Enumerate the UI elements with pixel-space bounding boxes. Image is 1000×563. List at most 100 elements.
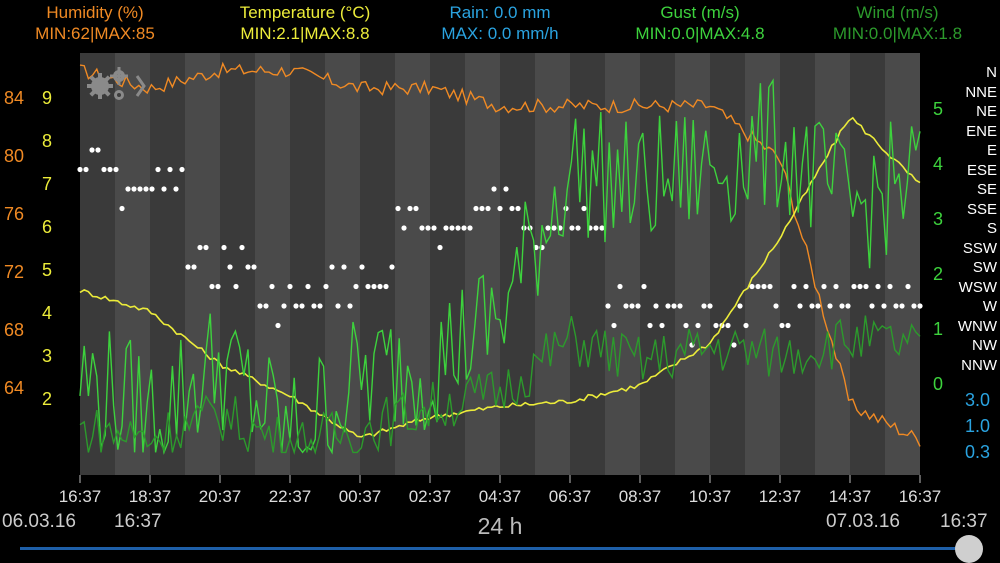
- wind-direction-dot: [155, 166, 161, 173]
- wind-direction-dot: [311, 303, 317, 309]
- wind-direction-dot: [287, 283, 293, 290]
- wind-direction-dot: [791, 283, 797, 290]
- x-tick-label: 16:37: [898, 487, 942, 506]
- time-band: [605, 53, 640, 475]
- gust-tick-label: 2: [933, 264, 944, 284]
- direction-tick-label: W: [982, 298, 997, 315]
- wind-direction-dot: [269, 283, 275, 290]
- time-band: [185, 53, 220, 475]
- x-tick-label: 04:37: [478, 487, 522, 506]
- gust-range: MIN:0.0|MAX:4.8: [635, 24, 765, 43]
- wind-direction-dot: [257, 303, 263, 309]
- wind-direction-dot: [725, 322, 731, 329]
- gust-header: Gust (m/s) MIN:0.0|MAX:4.8: [600, 2, 800, 44]
- wind-direction-dot: [893, 303, 899, 309]
- wind-direction-dot: [809, 303, 815, 309]
- wind-direction-dot: [359, 264, 365, 270]
- temperature-tick-label: 6: [42, 217, 53, 237]
- gear-icon: [87, 67, 128, 100]
- humidity-tick-label: 64: [4, 378, 25, 398]
- wind-header: Wind (m/s) MIN:0.0|MAX:1.8: [805, 2, 990, 44]
- wind-direction-dot: [371, 283, 377, 290]
- humidity-title: Humidity (%): [46, 3, 144, 22]
- wind-direction-dot: [185, 264, 191, 270]
- wind-title: Wind (m/s): [856, 3, 939, 22]
- series-line-temperature-c: [79, 116, 921, 438]
- x-tick-label: 06:37: [548, 487, 592, 506]
- wind-direction-dot: [137, 186, 143, 192]
- direction-tick-label: NNW: [961, 356, 997, 374]
- start-date: 06.03.16: [2, 511, 76, 532]
- x-tick-label: 14:37: [828, 487, 872, 506]
- time-band: [815, 53, 850, 475]
- wind-direction-dot: [401, 225, 407, 231]
- wind-direction-dot: [245, 264, 251, 270]
- gust-tick-label: 5: [933, 99, 944, 119]
- humidity-tick-label: 76: [4, 204, 25, 224]
- wind-direction-dot: [383, 283, 389, 290]
- wind-direction-dot: [503, 186, 509, 192]
- wind-direction-dot: [353, 283, 359, 290]
- direction-tick-label: NW: [972, 337, 997, 354]
- settings-button[interactable]: [86, 66, 146, 104]
- wind-direction-dot: [377, 283, 383, 290]
- wind-direction-dot: [647, 322, 653, 329]
- wind-direction-dot: [95, 147, 101, 153]
- wind-direction-dot: [743, 322, 749, 329]
- wind-direction-dot: [593, 225, 599, 231]
- x-tick-label: 18:37: [128, 487, 172, 506]
- time-slider-track[interactable]: [20, 547, 968, 550]
- wind-direction-dot: [83, 166, 89, 173]
- wind-direction-dot: [275, 322, 281, 329]
- wind-direction-dot: [863, 283, 869, 290]
- rain-tick-label: 3.0: [965, 390, 991, 410]
- wind-direction-dot: [347, 303, 353, 309]
- wind-direction-dot: [905, 283, 911, 290]
- humidity-tick-label: 84: [4, 88, 25, 108]
- wind-direction-dot: [143, 186, 149, 192]
- series-lines: [79, 61, 921, 456]
- temperature-tick-label: 2: [42, 389, 53, 409]
- time-span[interactable]: 24 h: [477, 513, 523, 539]
- end-date: 07.03.16: [826, 511, 900, 532]
- direction-tick-label: ENE: [966, 122, 997, 140]
- wind-direction-dot: [299, 303, 305, 309]
- wind-direction-dot: [509, 205, 515, 212]
- wind-direction-dot: [419, 225, 425, 231]
- wind-direction-dot: [407, 205, 413, 212]
- wind-direction-dot: [215, 283, 221, 290]
- direction-tick-label: SE: [976, 181, 997, 198]
- x-tick-label: 22:37: [268, 487, 312, 506]
- direction-tick-label: SW: [972, 259, 997, 276]
- time-band: [535, 53, 570, 475]
- wind-direction-dot: [695, 322, 701, 329]
- time-band: [255, 53, 290, 475]
- time-slider-thumb[interactable]: [955, 535, 983, 563]
- wind-direction-dot: [797, 303, 803, 309]
- x-tick-label: 10:37: [688, 487, 732, 506]
- wind-direction-dot: [221, 244, 227, 251]
- temperature-tick-label: 5: [42, 260, 53, 280]
- humidity-tick-label: 72: [4, 262, 25, 282]
- humidity-tick-label: 68: [4, 320, 25, 340]
- temperature-tick-label: 8: [42, 131, 53, 151]
- wind-direction-dot: [665, 303, 671, 309]
- direction-tick-label: S: [986, 220, 997, 237]
- wind-direction-dot: [479, 205, 485, 212]
- wind-direction-dot: [911, 303, 917, 309]
- wind-direction-dot: [833, 283, 839, 290]
- time-band: [675, 53, 710, 475]
- wind-direction-dot: [77, 166, 83, 173]
- wind-direction-dot: [713, 322, 719, 329]
- gust-tick-label: 3: [933, 209, 944, 229]
- wind-direction-dot: [425, 225, 431, 231]
- time-band: [395, 53, 430, 475]
- wind-direction-dot: [611, 322, 617, 329]
- temperature-tick-label: 4: [42, 303, 53, 323]
- wind-direction-dot: [395, 205, 401, 212]
- wind-direction-dot: [617, 283, 623, 290]
- wind-direction-dot: [887, 283, 893, 290]
- wind-direction-dot: [173, 186, 179, 192]
- rain-tick-label: 1.0: [965, 416, 991, 436]
